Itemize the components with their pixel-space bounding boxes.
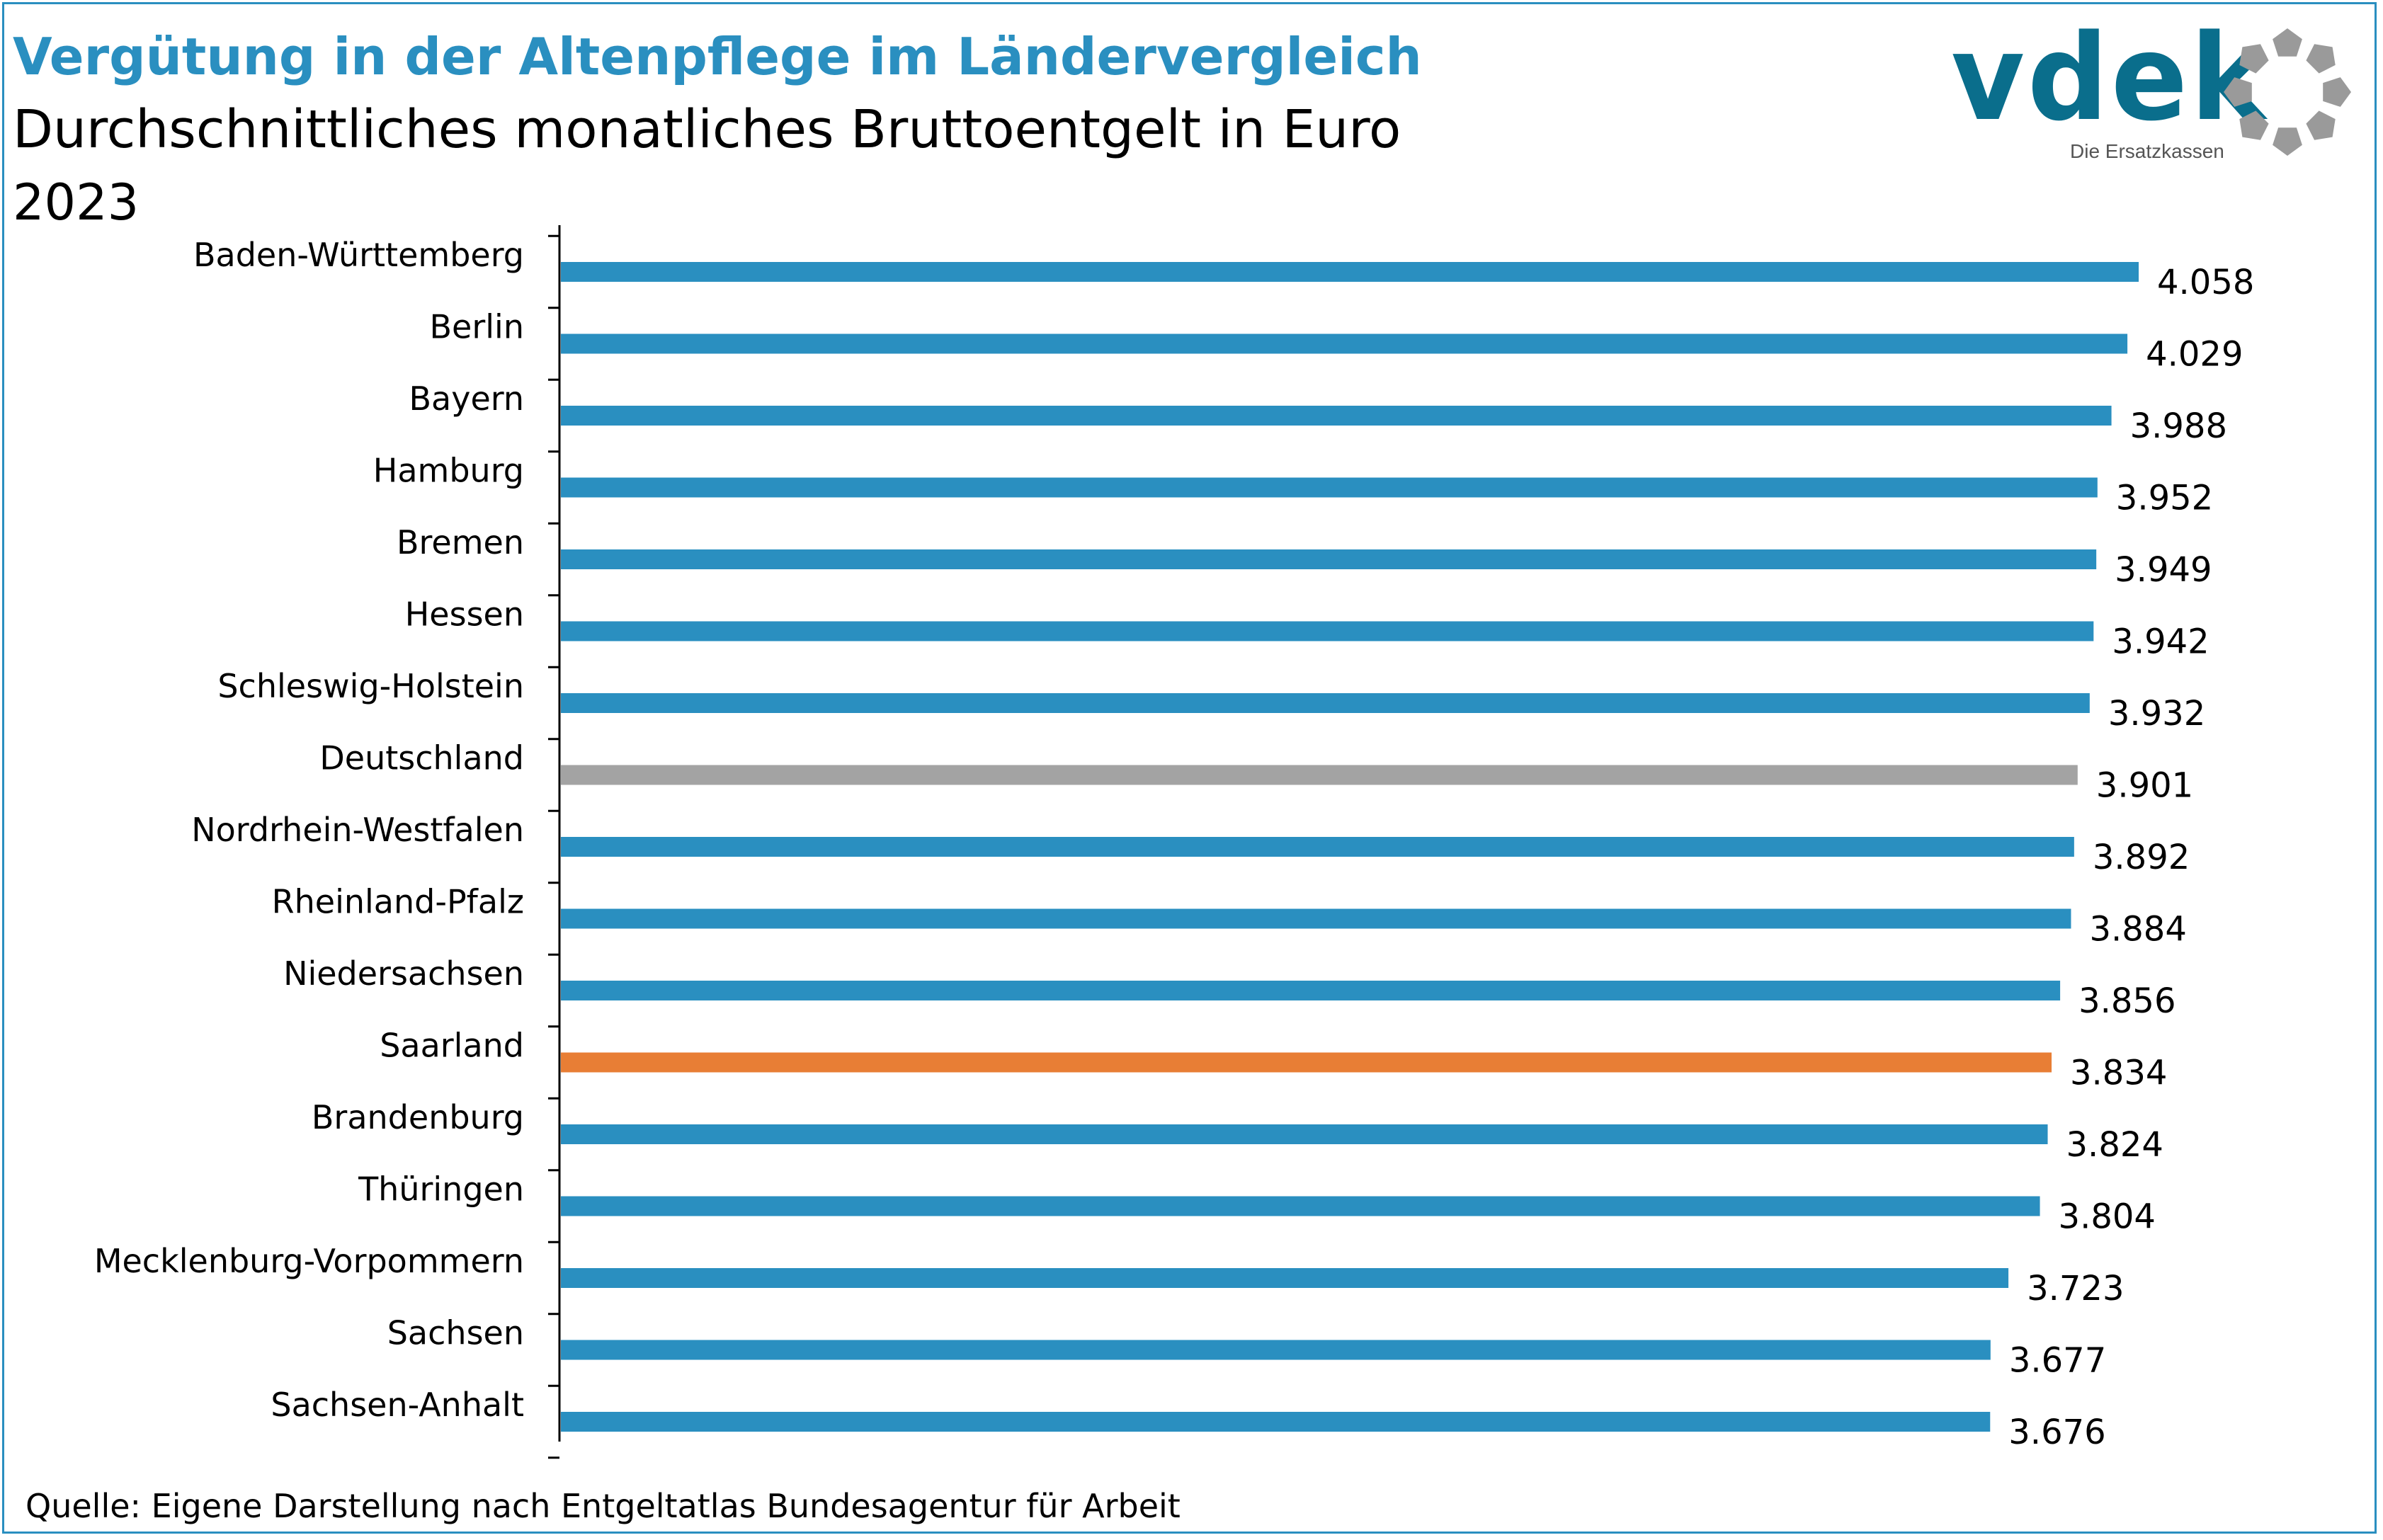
logo-ring-segment [2239,44,2269,74]
category-label: Berlin [430,308,525,346]
bar [561,621,2094,641]
chart-subtitle: Durchschnittliches monatliches Bruttoent… [13,99,1401,160]
logo-ring-segment [2306,44,2336,74]
value-label: 3.949 [2115,550,2212,590]
bar [561,262,2139,282]
category-label: Schleswig-Holstein [217,667,524,705]
category-label: Deutschland [319,739,524,777]
bar [561,406,2112,426]
bar [561,1196,2040,1216]
category-label: Baden-Württemberg [193,236,524,274]
value-label: 4.058 [2157,263,2254,302]
bar [561,1124,2048,1144]
bar [561,477,2098,498]
bar [561,333,2128,354]
category-label: Thüringen [358,1170,524,1209]
logo-ring-segment [2306,110,2336,140]
bar [561,765,2078,785]
value-label: 4.029 [2146,335,2243,375]
category-label: Rheinland-Pfalz [272,883,524,921]
value-label: 3.942 [2112,622,2209,662]
category-label: Niedersachsen [283,954,524,993]
bar [561,1052,2052,1073]
value-label: 3.824 [2066,1125,2163,1165]
bar [561,837,2074,857]
category-label: Sachsen-Anhalt [271,1386,524,1424]
value-label: 3.723 [2027,1269,2124,1308]
value-label: 3.901 [2096,766,2193,806]
value-label: 3.677 [2009,1341,2106,1381]
category-label: Bayern [409,380,524,418]
category-label: Saarland [380,1027,524,1065]
vdek-logo: vdek Die Ersatzkassen [1951,8,2362,163]
category-label: Mecklenburg-Vorpommern [94,1242,524,1280]
value-label: 3.834 [2070,1054,2167,1093]
value-label: 3.988 [2130,406,2227,446]
value-label: 3.952 [2116,479,2213,518]
category-label: Bremen [397,523,524,561]
logo-ring-segment [2273,28,2302,57]
category-label: Brandenburg [312,1098,524,1136]
chart-title: Vergütung in der Altenpflege im Länderve… [13,27,1422,86]
value-label: 3.804 [2059,1197,2156,1237]
category-label: Hessen [405,595,524,634]
bar [561,1268,2009,1288]
category-label: Nordrhein-Westfalen [191,811,524,849]
value-label: 3.932 [2108,694,2205,734]
bar [561,693,2090,713]
logo-ring-segment [2273,127,2302,156]
category-label: Hamburg [373,452,524,490]
value-label: 3.856 [2078,981,2176,1021]
source-note: Quelle: Eigene Darstellung nach Entgelta… [25,1487,1181,1525]
value-label: 3.884 [2089,910,2186,949]
logo-wordmark: vdek [1951,8,2268,147]
logo-ring-segment [2239,110,2269,140]
logo-ring-segment [2323,77,2351,107]
value-label: 3.892 [2093,838,2190,877]
bar [561,549,2097,569]
bar [561,981,2061,1000]
chart-year: 2023 [13,173,140,232]
category-label: Sachsen [387,1314,524,1352]
value-label: 3.676 [2008,1413,2105,1452]
bar [561,1412,1991,1432]
bar [561,908,2071,929]
bar [561,1340,1991,1360]
logo-ring-segment [2224,77,2252,107]
logo-ring-icon [2224,28,2351,156]
logo-tagline: Die Ersatzkassen [2070,140,2224,162]
